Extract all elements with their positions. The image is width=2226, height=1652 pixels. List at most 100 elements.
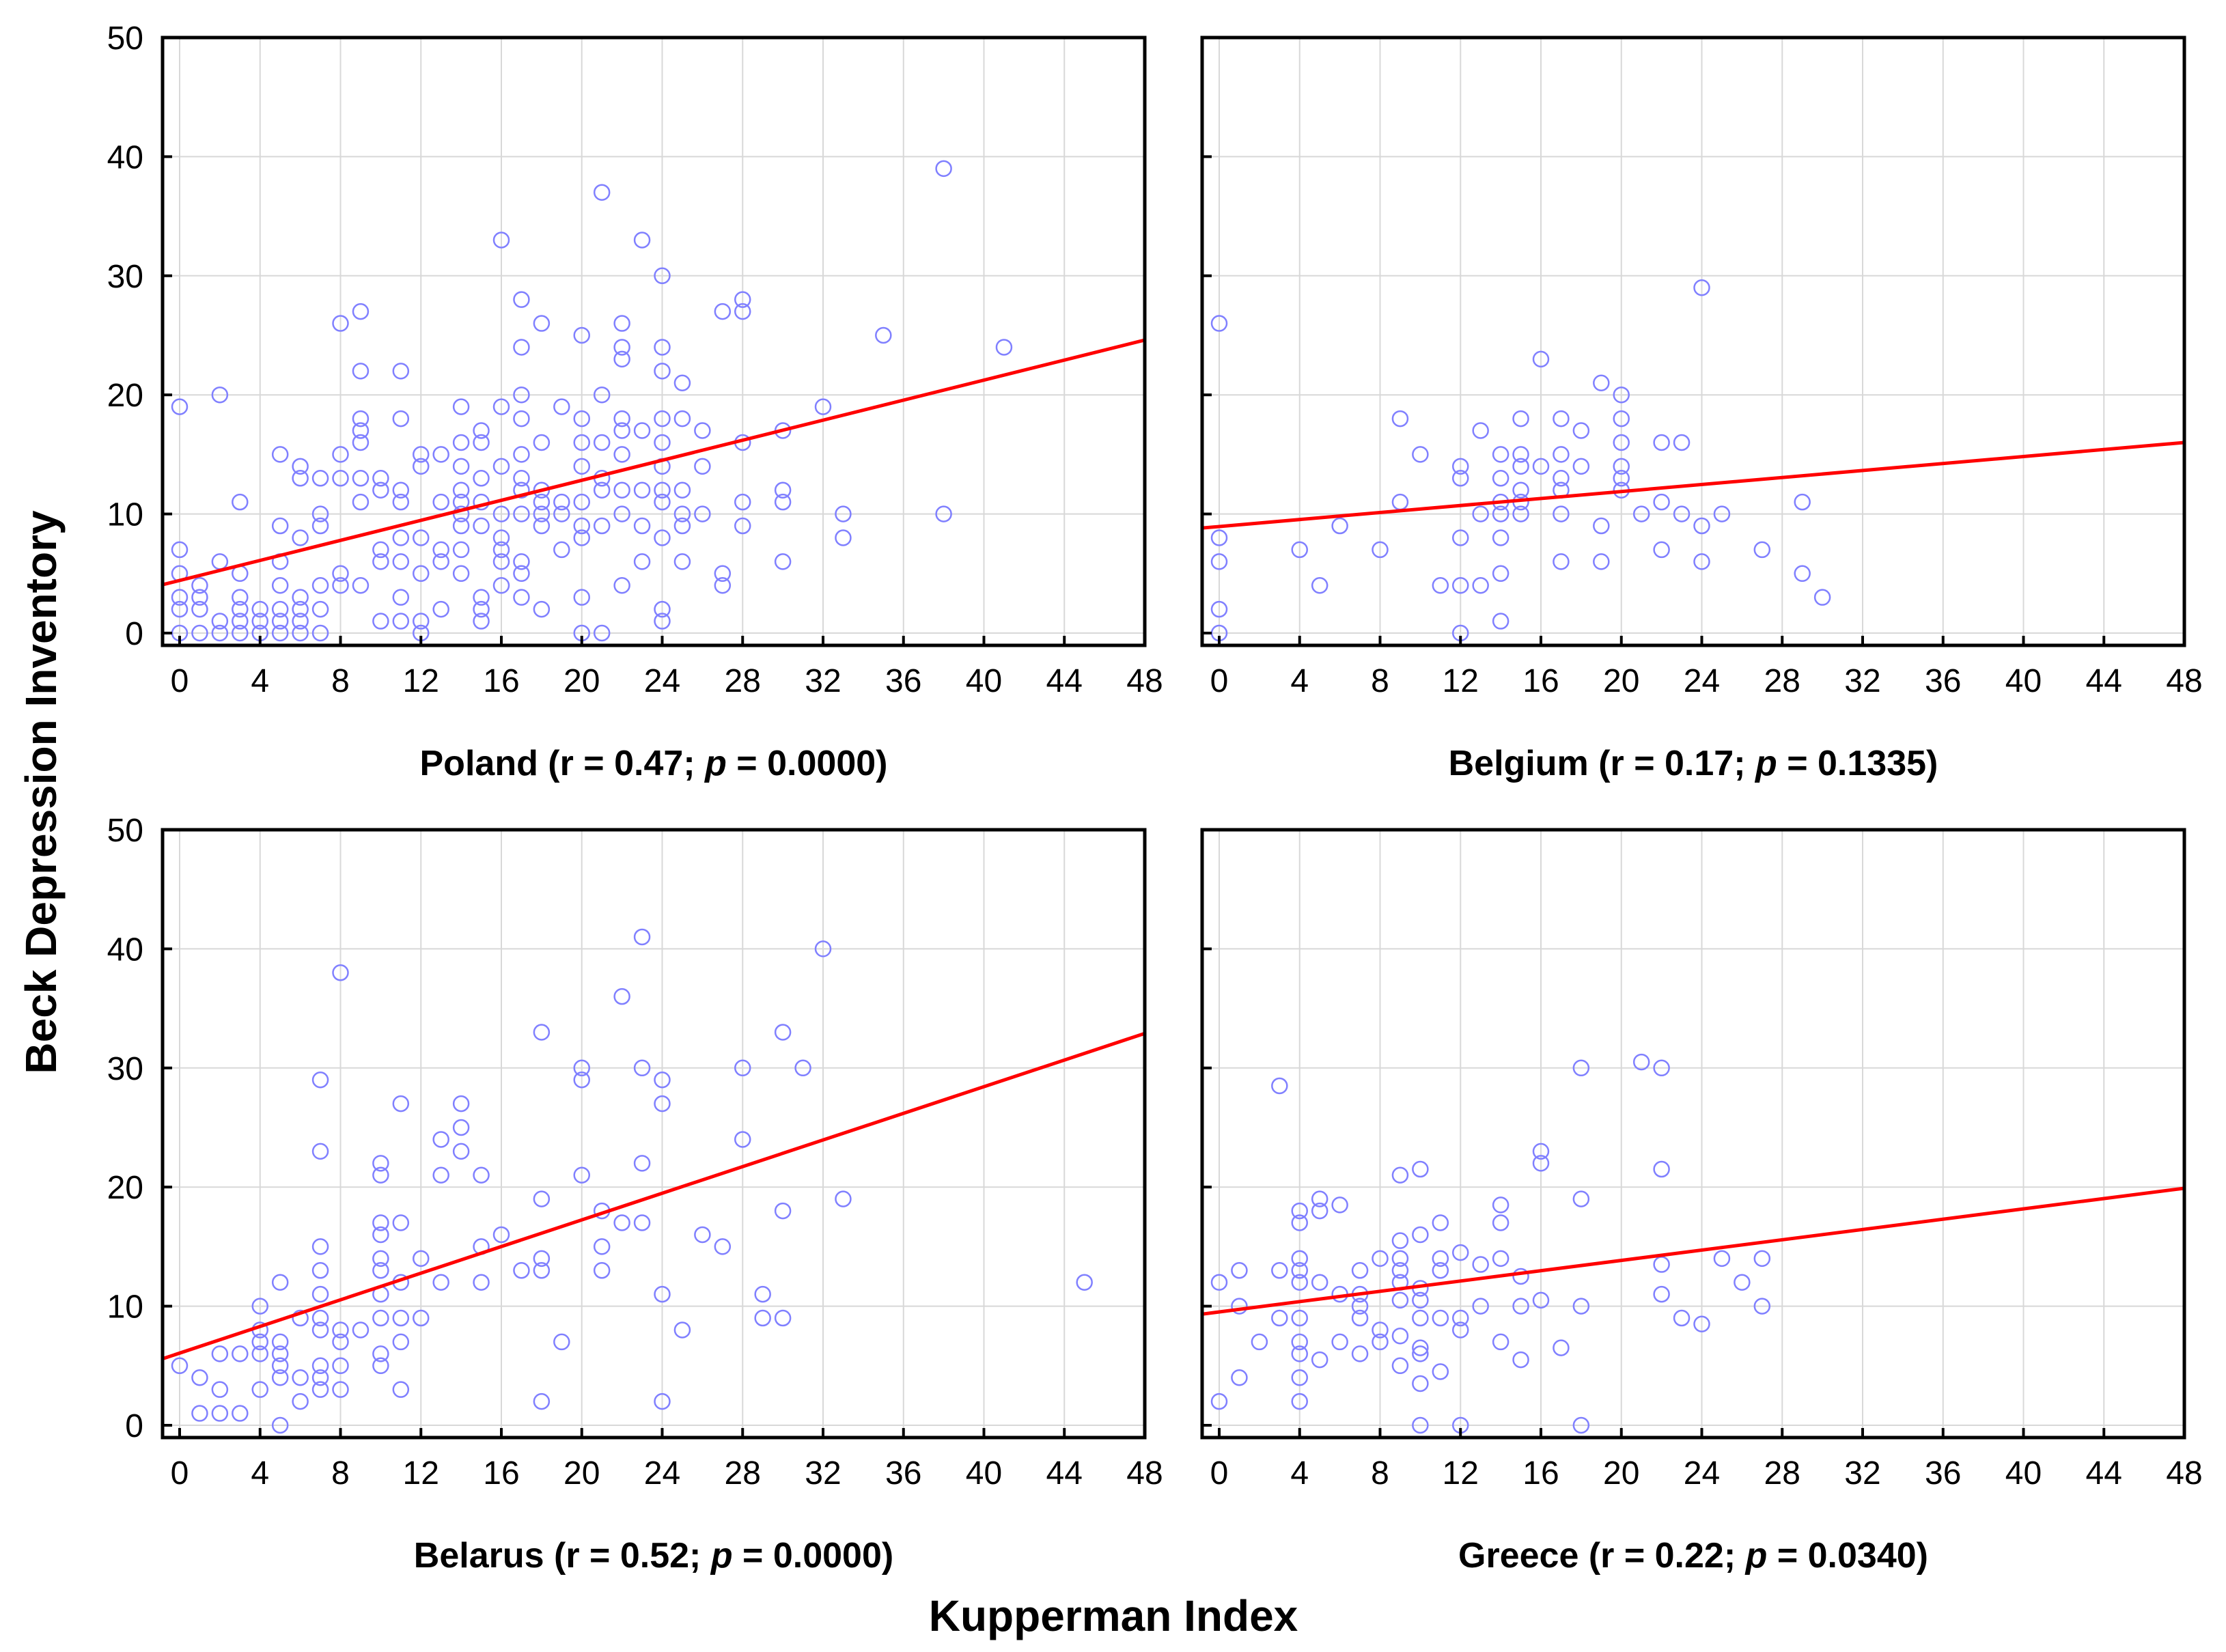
x-tick-label: 36 (885, 663, 921, 699)
data-point (251, 613, 268, 630)
caption-r: (r = 0.17; (1598, 744, 1755, 783)
x-tick-label: 20 (1603, 1455, 1639, 1492)
data-point (573, 529, 590, 546)
data-point (1693, 279, 1710, 296)
data-point (171, 398, 189, 415)
x-tick-label: 40 (966, 1455, 1002, 1492)
data-point (573, 1166, 590, 1184)
data-point (654, 481, 671, 499)
x-tick-label: 16 (1522, 1455, 1559, 1492)
data-point (633, 422, 651, 439)
data-point (1432, 1309, 1449, 1327)
data-point (1593, 553, 1610, 570)
x-tick-label: 36 (1925, 663, 1961, 699)
caption-p-symbol: p (1754, 744, 1777, 783)
data-point (613, 339, 630, 356)
data-point (413, 1309, 430, 1327)
data-point (372, 613, 389, 630)
data-point (1753, 1298, 1771, 1315)
data-point (311, 1143, 329, 1160)
data-point (492, 232, 510, 249)
data-point (1372, 1250, 1389, 1268)
data-point (392, 529, 410, 546)
data-point (774, 553, 792, 570)
data-point (814, 940, 832, 957)
data-point (1794, 493, 1811, 511)
data-point (513, 1262, 530, 1279)
data-point (654, 267, 671, 285)
data-point (473, 422, 490, 439)
data-point (1532, 1291, 1550, 1309)
data-point (1210, 1274, 1228, 1291)
data-point (1532, 1155, 1550, 1172)
data-point (311, 576, 329, 594)
x-tick-label: 28 (1764, 663, 1800, 699)
data-point (613, 446, 630, 463)
data-point (533, 505, 551, 522)
caption-p-symbol: p (710, 1536, 733, 1576)
data-point (633, 232, 651, 249)
data-point (814, 398, 832, 415)
regression-line (163, 1031, 1145, 1361)
data-point (1271, 1262, 1288, 1279)
x-tick-label: 0 (1210, 1455, 1229, 1492)
data-point (452, 481, 470, 499)
data-point (533, 600, 551, 618)
data-point (473, 589, 490, 606)
data-point (714, 576, 732, 594)
data-point (1572, 1416, 1590, 1434)
data-point (1391, 1250, 1409, 1268)
data-point (1251, 1333, 1268, 1351)
data-point (613, 422, 630, 439)
data-point (372, 1309, 389, 1327)
data-point (372, 481, 389, 499)
data-point (292, 470, 309, 487)
x-tick-label: 32 (805, 663, 841, 699)
data-point (1412, 1345, 1429, 1362)
data-point (1734, 1274, 1751, 1291)
x-tick-label: 16 (483, 1455, 519, 1492)
data-point (1512, 505, 1529, 522)
data-point (774, 481, 792, 499)
data-point (1553, 1339, 1570, 1356)
data-point (1713, 1250, 1731, 1268)
x-tick-label: 48 (2166, 663, 2202, 699)
data-point (774, 1309, 792, 1327)
data-point (573, 493, 590, 511)
data-point (1452, 1244, 1469, 1261)
caption-r: (r = 0.22; (1589, 1536, 1746, 1576)
data-point (232, 1405, 249, 1422)
data-point (774, 1202, 792, 1220)
panel-caption: Greece (r = 0.22; p = 0.0340) (1458, 1536, 1928, 1576)
data-point (1452, 470, 1469, 487)
data-point (673, 1321, 691, 1339)
data-point (1331, 1196, 1348, 1214)
data-point (573, 458, 590, 475)
data-point (352, 493, 370, 511)
data-point (613, 350, 630, 368)
data-point (513, 589, 530, 606)
data-point (251, 1345, 268, 1362)
data-point (1512, 481, 1529, 499)
caption-r: (r = 0.52; (554, 1536, 711, 1576)
data-point (311, 624, 329, 642)
data-point (432, 1131, 449, 1148)
x-tick-label: 36 (1925, 1455, 1961, 1492)
data-point (533, 1024, 551, 1041)
data-point (593, 184, 611, 201)
x-tick-label: 8 (331, 663, 350, 699)
data-point (613, 481, 630, 499)
data-point (533, 517, 551, 535)
plot-frame (161, 828, 1147, 1440)
data-point (1391, 410, 1409, 428)
regression-line (1202, 1186, 2184, 1316)
data-point (613, 576, 630, 594)
data-point (352, 410, 370, 428)
data-point (1472, 422, 1489, 439)
data-point (1593, 517, 1610, 535)
data-point (1391, 1166, 1409, 1184)
data-point (1412, 1375, 1429, 1392)
data-point (352, 576, 370, 594)
data-point (473, 600, 490, 618)
fit-line-group (163, 338, 1145, 587)
